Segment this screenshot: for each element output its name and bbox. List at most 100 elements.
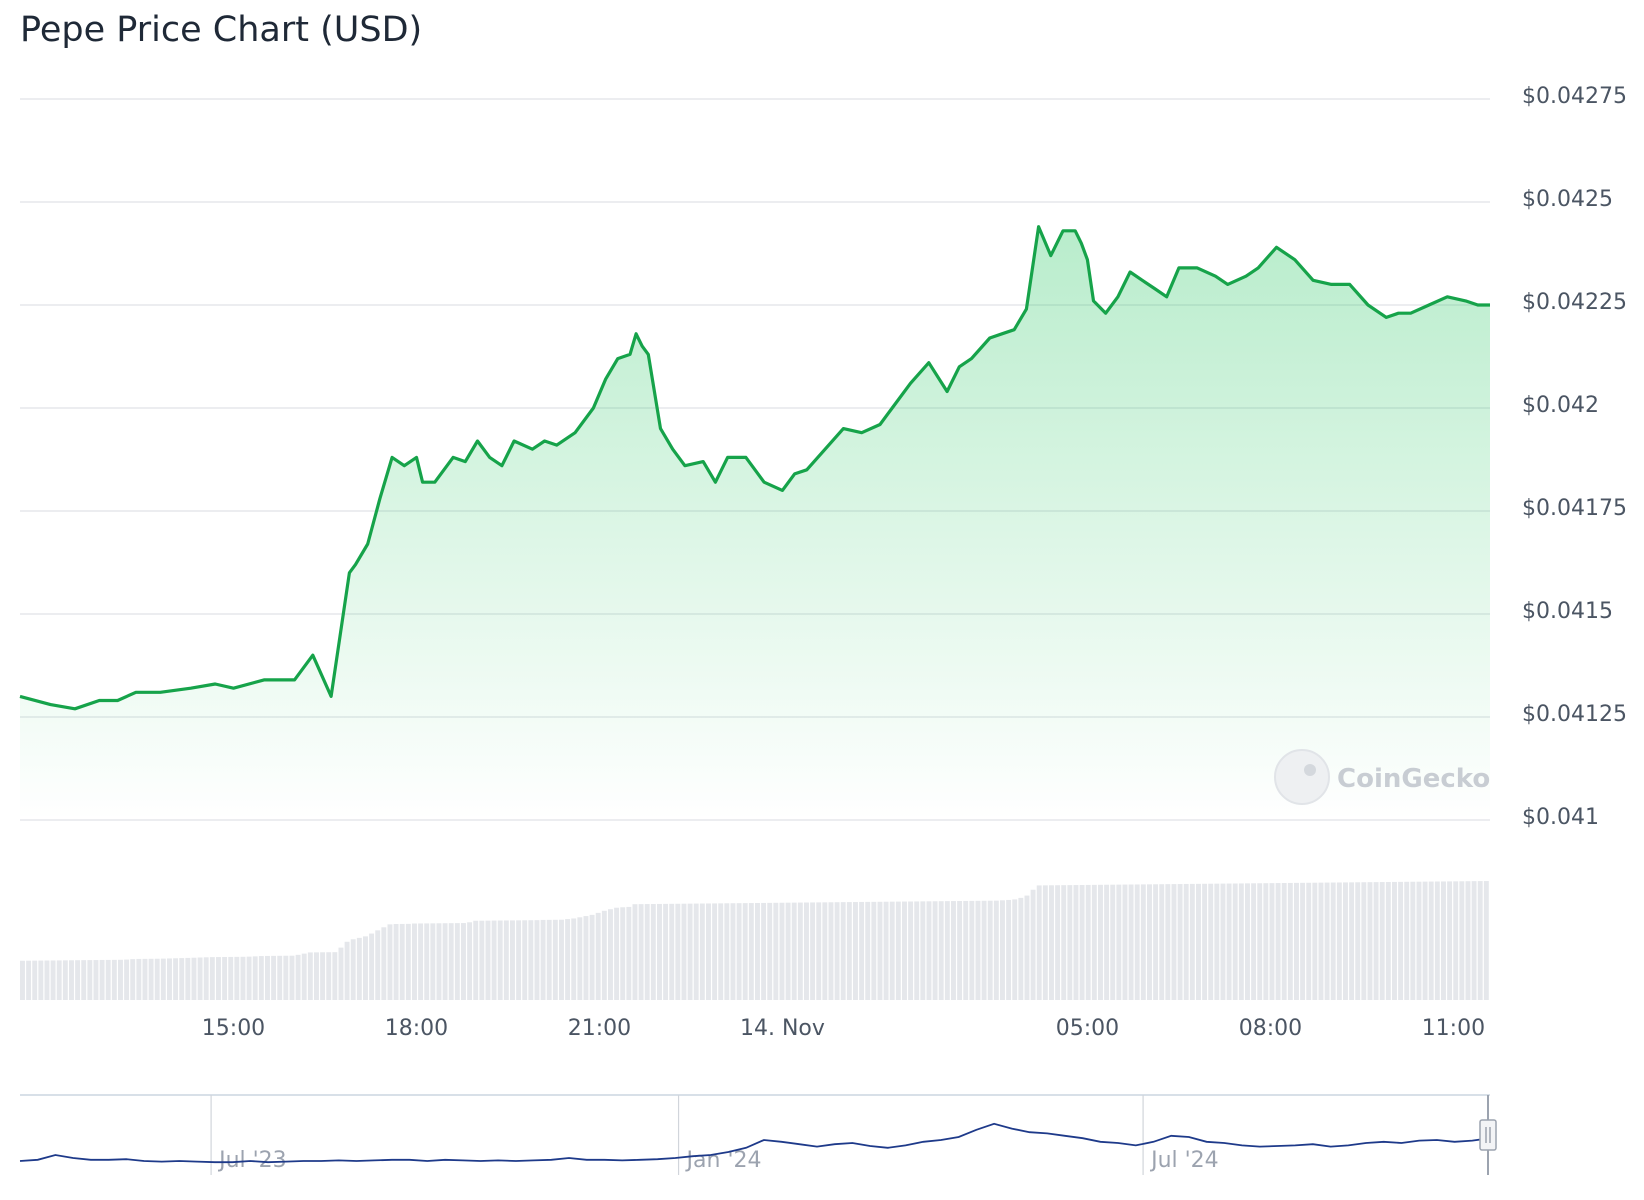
volume-bar [1459,881,1465,1000]
volume-bar [908,901,914,1000]
volume-bar [528,920,534,1000]
volume-bar [338,947,344,1000]
y-tick-label: $0.041 [1522,805,1599,830]
volume-bar [118,959,123,1000]
volume-bar [1434,881,1440,1000]
volume-bar [1385,881,1391,1000]
volume-bar [258,956,264,1000]
volume-bar [99,959,105,1000]
volume-bar [1349,882,1355,1000]
volume-bar [1300,882,1306,1000]
y-tick-label: $0.04175 [1522,496,1627,521]
volume-bar [344,941,350,1000]
y-tick-label: $0.04275 [1522,84,1627,109]
volume-bar [381,927,387,1000]
volume-bar [1471,881,1477,1000]
volume-bar [1159,884,1165,1000]
volume-bar [540,919,546,1000]
volume-bar [816,902,822,1000]
volume-bar [516,920,522,1000]
volume-bar [81,960,87,1000]
volume-bar [203,957,209,1000]
volume-bar [1006,899,1012,1000]
volume-bar [938,901,944,1000]
volume-bar [412,923,417,1000]
volume-bar [173,958,179,1000]
volume-bar [932,901,938,1000]
volume-bar [1018,897,1024,1000]
volume-bar [185,957,191,1000]
volume-bar [283,955,289,1000]
volume-bar [320,952,326,1000]
volume-bar [1483,881,1489,1000]
volume-bar [657,903,662,1000]
volume-bar [1422,881,1428,1000]
volume-bar [601,910,607,1000]
volume-bar [669,903,675,1000]
volume-bar [1061,885,1067,1000]
volume-bar [902,901,907,1000]
x-tick-label: 08:00 [1239,1016,1302,1041]
volume-bar [1055,885,1061,1000]
volume-bar [234,956,240,1000]
volume-bar [1416,881,1422,1000]
volume-bar [1042,885,1048,1000]
navigator-handle[interactable] [1479,1119,1497,1151]
gecko-eye-icon [1304,764,1316,776]
volume-bar [559,919,564,1000]
price-area-fill [20,226,1490,820]
volume-bar [160,958,166,1000]
volume-bar [865,901,871,1000]
volume-bar [883,901,889,1000]
volume-bar [277,955,283,1000]
volume-bar [491,920,497,1000]
volume-bar [295,954,301,1000]
volume-bar [1171,884,1177,1000]
volume-bar [1140,884,1146,1000]
watermark-text: CoinGecko [1337,764,1490,794]
y-tick-label: $0.0425 [1522,187,1613,212]
volume-bar [1245,883,1250,1000]
volume-bar [154,958,160,1000]
volume-bar [1410,881,1416,1000]
volume-bar [712,903,718,1000]
volume-bar [589,914,595,1000]
volume-bar [1024,895,1030,1000]
volume-bar [730,903,736,1000]
y-axis: $0.04275 $0.0425 $0.04225 $0.042 $0.04175 $0.… [1522,84,1627,830]
volume-bar [246,956,252,1000]
volume-bar [209,957,215,1000]
volume-bar [424,923,430,1000]
volume-bar [748,903,754,1000]
volume-bar [93,960,99,1000]
volume-bar [614,907,620,1000]
range-navigator[interactable]: Jul '23 Jan '24 Jul '24 [19,1094,1497,1175]
volume-bar [761,902,767,1000]
x-tick-label: 11:00 [1422,1016,1485,1041]
volume-bar [1091,884,1097,1000]
volume-bars [20,881,1489,1000]
volume-bar [111,959,117,1000]
volume-bar [944,901,950,1000]
volume-bar [834,902,840,1000]
volume-bar [620,907,626,1000]
volume-bar [1343,882,1348,1000]
volume-bar [693,903,699,1000]
volume-bar [914,901,920,1000]
volume-bar [626,906,632,1000]
volume-bar [1257,883,1263,1000]
volume-bar [951,901,956,1000]
volume-bar [1220,883,1226,1000]
volume-bar [577,917,583,1000]
volume-bar [197,957,203,1000]
volume-bar [1336,882,1342,1000]
volume-bar [387,924,393,1000]
volume-bar [522,920,528,1000]
volume-bar [1208,883,1214,1000]
volume-bar [926,901,932,1000]
volume-bar [1177,884,1183,1000]
volume-bar [1116,884,1122,1000]
volume-bar [20,960,25,1000]
volume-bar [1318,882,1324,1000]
